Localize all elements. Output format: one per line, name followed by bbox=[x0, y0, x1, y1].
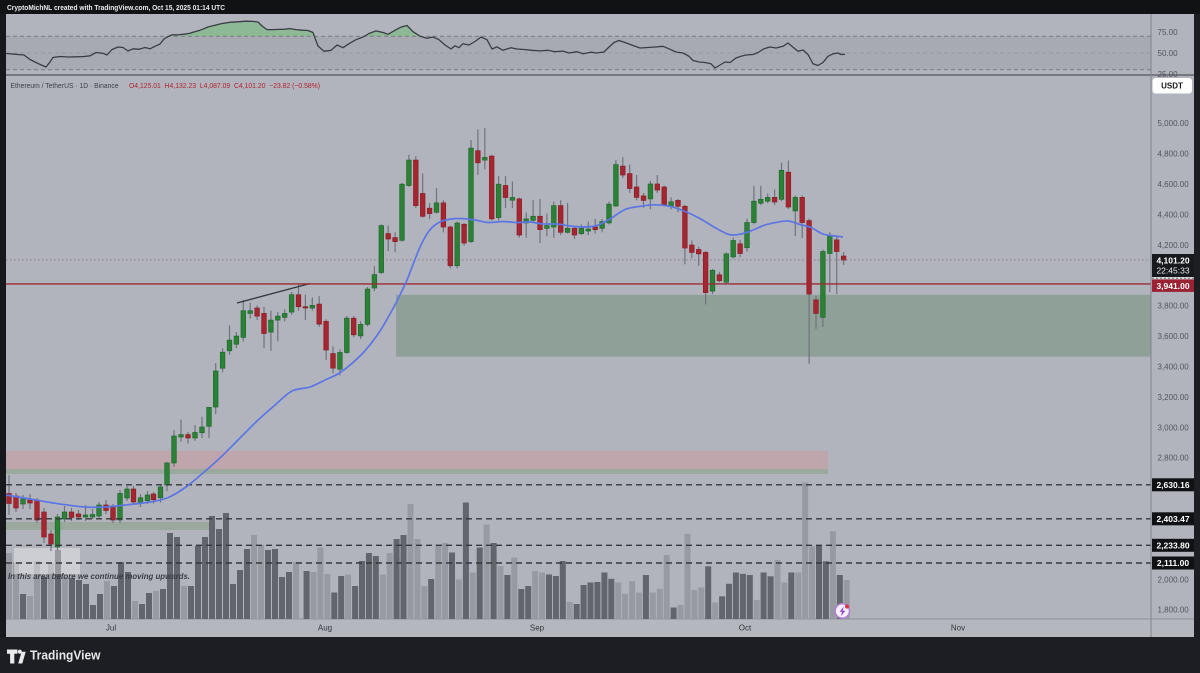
svg-text:4,200.00: 4,200.00 bbox=[1158, 241, 1190, 250]
svg-text:2,630.16: 2,630.16 bbox=[1156, 480, 1189, 490]
svg-text:25.00: 25.00 bbox=[1158, 70, 1179, 79]
svg-text:3,200.00: 3,200.00 bbox=[1158, 393, 1190, 402]
svg-text:4,101.20: 4,101.20 bbox=[1156, 255, 1189, 265]
svg-text:2,000.00: 2,000.00 bbox=[1158, 575, 1190, 584]
svg-text:3,000.00: 3,000.00 bbox=[1158, 423, 1190, 432]
svg-text:2,403.47: 2,403.47 bbox=[1156, 514, 1189, 524]
svg-text:TradingView: TradingView bbox=[30, 649, 101, 663]
svg-text:5,000.00: 5,000.00 bbox=[1158, 119, 1190, 128]
svg-text:O4,125.01 H4,132.23 L4,087.0: O4,125.01 H4,132.23 L4,087.09 C4,101.20 … bbox=[129, 83, 320, 90]
svg-text:Nov: Nov bbox=[951, 624, 965, 633]
svg-text:3,600.00: 3,600.00 bbox=[1158, 332, 1190, 341]
svg-text:1,800.00: 1,800.00 bbox=[1158, 606, 1190, 615]
svg-text:75.00: 75.00 bbox=[1158, 28, 1179, 37]
svg-text:4,800.00: 4,800.00 bbox=[1158, 150, 1190, 159]
svg-text:Oct: Oct bbox=[739, 624, 752, 633]
svg-text:22:45:33: 22:45:33 bbox=[1156, 265, 1189, 275]
svg-text:2,111.00: 2,111.00 bbox=[1157, 558, 1189, 568]
svg-text:Jul: Jul bbox=[106, 624, 116, 633]
svg-text:USDT: USDT bbox=[1161, 82, 1183, 91]
svg-text:Sep: Sep bbox=[530, 624, 545, 633]
svg-text:CryptoMichNL created with Trad: CryptoMichNL created with TradingView.co… bbox=[7, 3, 226, 12]
svg-text:4,600.00: 4,600.00 bbox=[1158, 180, 1190, 189]
svg-text:3,941.00: 3,941.00 bbox=[1156, 281, 1189, 291]
svg-text:3,400.00: 3,400.00 bbox=[1158, 363, 1190, 372]
svg-text:2,800.00: 2,800.00 bbox=[1158, 454, 1190, 463]
svg-text:Aug: Aug bbox=[318, 624, 332, 633]
svg-text:Ethereum / TetherUS · 1D · Bin: Ethereum / TetherUS · 1D · Binance bbox=[11, 81, 119, 90]
svg-text:4,400.00: 4,400.00 bbox=[1158, 210, 1190, 219]
svg-text:2,233.80: 2,233.80 bbox=[1156, 540, 1189, 550]
svg-text:In this area before we continu: In this area before we continue moving u… bbox=[8, 572, 190, 581]
svg-text:50.00: 50.00 bbox=[1158, 49, 1179, 58]
svg-text:3,800.00: 3,800.00 bbox=[1158, 302, 1190, 311]
